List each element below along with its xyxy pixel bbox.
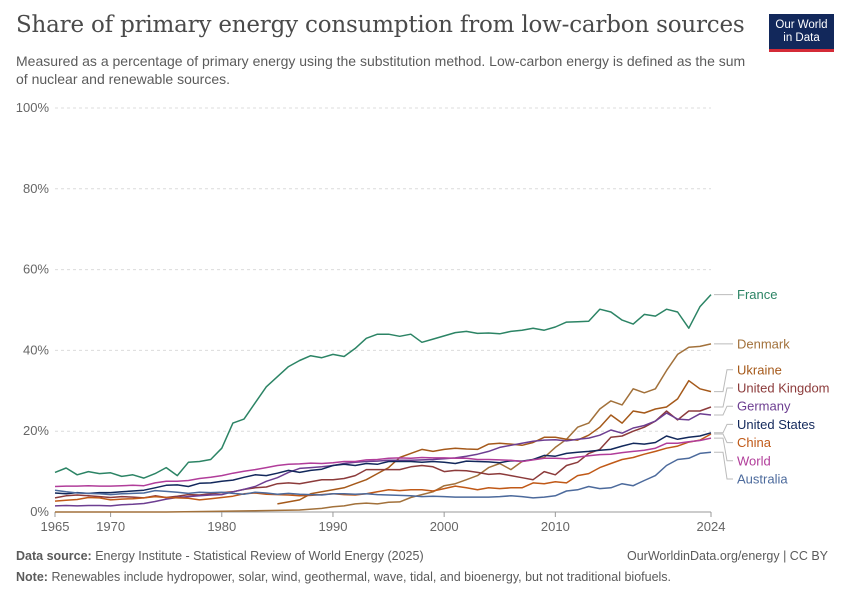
x-tick-label: 1990	[319, 519, 348, 534]
y-tick-label: 0%	[30, 504, 49, 519]
series-line	[54, 437, 712, 488]
data-source: Data source: Energy Institute - Statisti…	[16, 549, 424, 563]
series-line	[55, 343, 712, 513]
y-tick-label: 80%	[23, 181, 49, 196]
series-line	[277, 379, 712, 505]
label-connector	[714, 437, 733, 462]
series-line	[54, 406, 712, 499]
source-url[interactable]: OurWorldinData.org/energy | CC BY	[626, 549, 828, 563]
y-tick-label: 100%	[16, 100, 50, 115]
chart-subtitle: Measured as a percentage of primary ener…	[16, 53, 746, 87]
series-label: Germany	[737, 399, 791, 414]
footer-note: Note: Renewables include hydropower, sol…	[16, 570, 671, 584]
label-connector	[714, 387, 733, 408]
x-tick-label: 1965	[41, 519, 70, 534]
source-text[interactable]: Energy Institute - Statistical Review of…	[95, 549, 424, 563]
logo-line-1: Our World	[775, 19, 828, 31]
x-tick-label: 1970	[96, 519, 125, 534]
y-tick-label: 40%	[23, 342, 49, 357]
y-tick-label: 60%	[23, 262, 49, 277]
series-line	[54, 433, 712, 502]
series-label: China	[737, 435, 772, 450]
series-label: United Kingdom	[737, 380, 830, 395]
x-tick-label: 2010	[541, 519, 570, 534]
owid-logo[interactable]: Our World in Data	[769, 14, 834, 52]
label-connector	[714, 433, 733, 444]
series-line	[54, 412, 712, 507]
series-line	[54, 451, 712, 499]
note-label: Note:	[16, 570, 48, 584]
note-text: Renewables include hydropower, solar, wi…	[51, 570, 672, 584]
label-connector	[714, 405, 733, 416]
series-label: Denmark	[737, 336, 790, 351]
series-label: France	[737, 287, 777, 302]
x-tick-label: 2024	[697, 519, 726, 534]
series-label: World	[737, 453, 771, 468]
chart-title: Share of primary energy consumption from…	[16, 12, 745, 38]
series-label: United States	[737, 417, 816, 432]
series-line	[54, 294, 712, 479]
y-tick-label: 20%	[23, 423, 49, 438]
series-label: Ukraine	[737, 362, 782, 377]
label-connector	[714, 423, 733, 434]
x-tick-label: 1980	[207, 519, 236, 534]
x-tick-label: 2000	[430, 519, 459, 534]
series-label: Australia	[737, 471, 788, 486]
label-connector	[714, 451, 733, 480]
series-line	[54, 432, 712, 495]
logo-line-2: in Data	[783, 32, 820, 44]
source-label: Data source:	[16, 549, 92, 563]
label-connector	[714, 369, 733, 393]
